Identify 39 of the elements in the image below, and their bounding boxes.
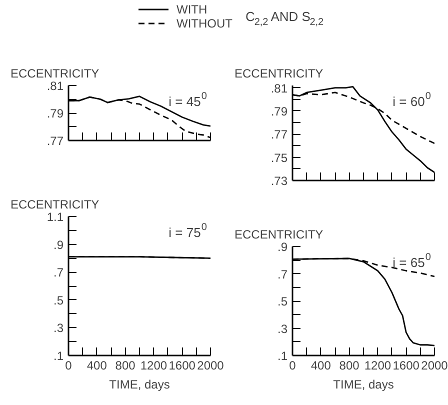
x-tick-label: 1200 (364, 358, 392, 372)
y-tick-label: .79 (46, 106, 64, 120)
x-tick-label: 400 (310, 358, 332, 372)
y-tick-label: .3 (53, 321, 64, 336)
y-tick-label: .1 (277, 349, 288, 363)
y-tick-label: .75 (270, 150, 288, 165)
y-tick-label: .5 (277, 294, 288, 308)
y-tick-label: 1.1 (46, 210, 64, 224)
x-tick-label: 800 (115, 358, 136, 372)
x-axis-title: TIME, days (333, 378, 394, 392)
x-tick-label: 2000 (421, 358, 448, 372)
x-tick-label: 1600 (392, 358, 420, 372)
x-tick-label: 0 (289, 358, 296, 372)
y-tick-label: .3 (277, 322, 288, 336)
y-tick-label: .9 (277, 240, 288, 254)
y-tick-label: .7 (277, 267, 288, 282)
y-tick-label: .7 (53, 266, 64, 280)
legend-label: WITHOUT (176, 16, 234, 30)
x-tick-label: 400 (86, 358, 108, 372)
y-axis-title: ECCENTRICITY (234, 66, 324, 80)
legend-label: WITH (176, 2, 208, 16)
y-tick-label: .73 (270, 174, 288, 188)
x-tick-label: 0 (65, 358, 72, 372)
x-tick-label: 1600 (168, 358, 196, 372)
y-tick-label: .5 (53, 293, 64, 308)
x-tick-label: 2000 (197, 358, 224, 372)
x-axis-title: TIME, days (109, 378, 170, 392)
y-tick-label: .9 (53, 238, 64, 252)
y-tick-label: .1 (53, 349, 64, 363)
y-tick-label: .77 (270, 128, 288, 142)
x-tick-label: 800 (339, 358, 360, 372)
x-tick-label: 1200 (140, 358, 168, 372)
y-tick-label: .81 (46, 79, 64, 93)
y-axis-title: ECCENTRICITY (10, 198, 100, 212)
y-tick-label: .77 (46, 134, 64, 148)
y-axis-title: ECCENTRICITY (10, 66, 100, 80)
y-axis-title: ECCENTRICITY (234, 228, 324, 242)
y-tick-label: .79 (270, 104, 288, 118)
y-tick-label: .81 (270, 81, 288, 96)
